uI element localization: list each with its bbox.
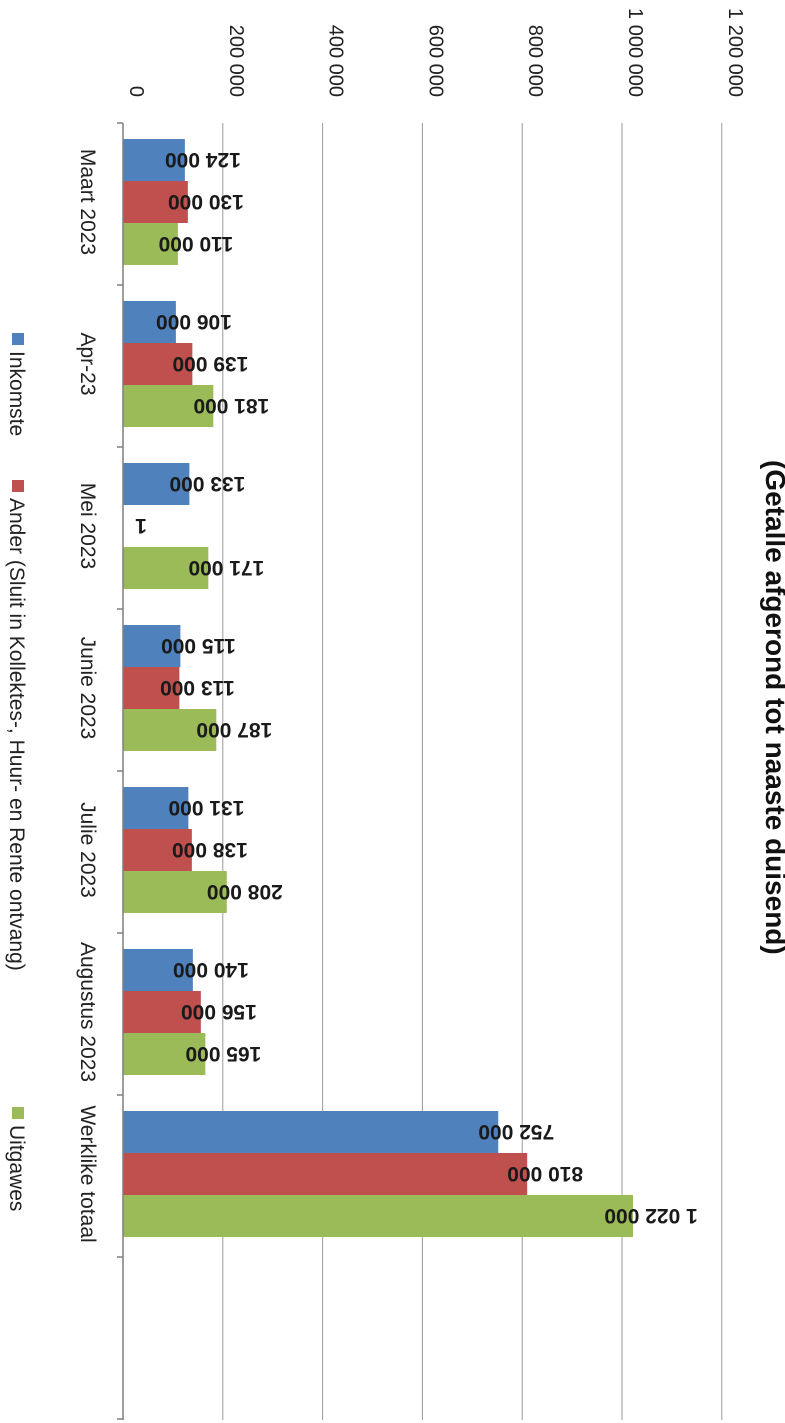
category-label: Mei 2023 (76, 483, 99, 569)
bar (123, 991, 201, 1033)
bar (123, 787, 189, 829)
category-label: Julie 2023 (76, 802, 99, 898)
bar (123, 625, 181, 667)
bar (123, 1195, 633, 1237)
legend-label: Ander (Sluit in Kollektes-, Huur- en Ren… (5, 498, 28, 971)
bar (123, 223, 178, 265)
data-label: 752 000 (478, 1120, 554, 1143)
y-tick-label: 400 000 (325, 25, 347, 97)
bar (123, 1111, 499, 1153)
bar (123, 547, 209, 589)
data-label: 139 000 (172, 352, 248, 375)
data-label: 171 000 (188, 556, 264, 579)
legend-swatch (12, 1107, 24, 1119)
bar (123, 343, 193, 385)
category-label: Maart 2023 (76, 149, 99, 255)
data-label: 124 000 (165, 148, 241, 171)
bar (123, 385, 214, 427)
axes: 0 200 000 400 000 600 000 800 000 1 000 000 1 … (76, 8, 746, 1420)
chart-title: (Getalle afgerond tot naaste duisend) (760, 460, 785, 955)
bar (123, 463, 190, 505)
legend-swatch (12, 333, 24, 345)
data-label: 133 000 (169, 472, 245, 495)
legend-label: Uitgawes (5, 1125, 28, 1211)
data-label: 1 022 000 (604, 1204, 697, 1227)
y-tick-label: 0 (125, 86, 147, 97)
data-label: 208 000 (207, 880, 283, 903)
category-label: Apr-23 (76, 332, 99, 395)
y-tick-label: 800 000 (524, 25, 546, 97)
y-tick-label: 1 200 000 (724, 8, 746, 97)
data-label: 113 000 (160, 676, 235, 699)
data-label: 187 000 (196, 718, 272, 741)
y-tick-label: 1 000 000 (624, 8, 646, 97)
bar (123, 1033, 206, 1075)
y-tick-label: 600 000 (424, 25, 446, 97)
category-label: Junie 2023 (76, 637, 99, 740)
data-labels: 124 000 106 000 133 000 115 000 131 000 140 0… (135, 148, 698, 1227)
y-tick-label: 200 000 (225, 25, 247, 97)
data-label: 140 000 (173, 958, 249, 981)
data-label: 810 000 (507, 1162, 583, 1185)
data-label: 138 000 (172, 838, 248, 861)
bar (123, 871, 227, 913)
bar (123, 667, 180, 709)
legend-swatch (12, 480, 24, 492)
bar (123, 181, 188, 223)
chart-title-text: (Getalle afgerond tot naaste duisend) (760, 460, 785, 955)
legend-label: Inkomste (5, 351, 28, 436)
data-label: 131 000 (168, 796, 244, 819)
bar (123, 139, 185, 181)
data-label: 106 000 (156, 310, 232, 333)
data-label: 1 (135, 514, 147, 537)
category-label: Augustus 2023 (76, 942, 99, 1082)
bar (123, 829, 192, 871)
data-label: 115 000 (161, 634, 236, 657)
bar (123, 301, 176, 343)
bar (123, 1153, 528, 1195)
data-label: 130 000 (168, 190, 244, 213)
data-label: 156 000 (181, 1000, 257, 1023)
data-label: 165 000 (185, 1042, 261, 1065)
bar (123, 709, 217, 751)
bars (123, 139, 633, 1237)
bar (123, 949, 193, 991)
category-label: Werklike totaal (76, 1105, 99, 1242)
legend: Inkomste Ander (Sluit in Kollektes-, Huur… (5, 333, 28, 1211)
data-label: 110 000 (159, 232, 234, 255)
data-label: 181 000 (193, 394, 269, 417)
